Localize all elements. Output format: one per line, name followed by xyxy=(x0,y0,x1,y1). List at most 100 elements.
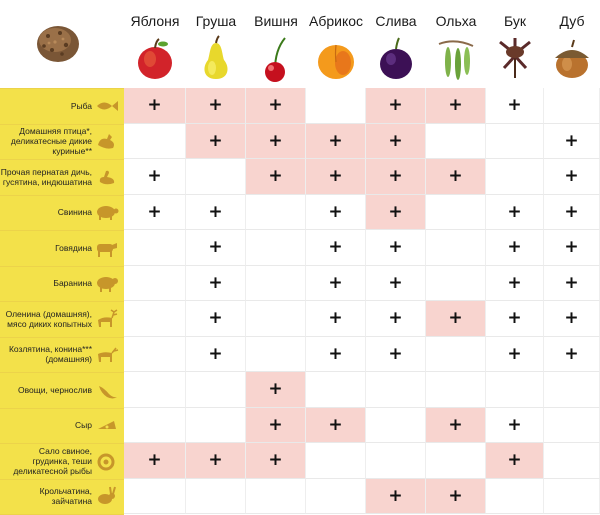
plus-mark: + xyxy=(507,343,522,364)
pairing-cell xyxy=(124,407,186,443)
pairing-cell xyxy=(306,372,366,408)
pairing-cell: + xyxy=(246,407,306,443)
column-name: Слива xyxy=(375,13,417,29)
plus-mark: + xyxy=(328,237,343,258)
plus-mark: + xyxy=(268,166,283,187)
pairing-cell: + xyxy=(186,336,246,372)
pairing-cell: + xyxy=(486,265,544,301)
plus-mark: + xyxy=(564,130,579,151)
pairing-cell: + xyxy=(544,194,600,230)
pairing-cell xyxy=(124,301,186,337)
pairing-cell: + xyxy=(544,265,600,301)
pairing-cell: + xyxy=(366,159,426,195)
pairing-cell: + xyxy=(426,301,486,337)
row-label: Свинина xyxy=(57,207,92,218)
cherry-icon xyxy=(265,37,286,82)
pairing-cell: + xyxy=(246,123,306,159)
plus-mark: + xyxy=(268,414,283,435)
pepper-icon xyxy=(99,385,117,399)
pairing-cell: + xyxy=(366,123,426,159)
pear-icon xyxy=(204,35,228,79)
row-divider xyxy=(0,443,124,444)
row-divider xyxy=(0,88,124,89)
pairing-cell xyxy=(246,194,306,230)
plus-mark: + xyxy=(268,379,283,400)
column-header: Яблоня xyxy=(124,0,186,88)
pairing-cell xyxy=(366,372,426,408)
pairing-cell xyxy=(544,372,600,408)
pairing-cell: + xyxy=(246,443,306,479)
plus-mark: + xyxy=(564,166,579,187)
pairing-cell xyxy=(246,230,306,266)
plum-icon xyxy=(380,37,412,79)
plus-mark: + xyxy=(268,95,283,116)
pairing-cell: + xyxy=(186,88,246,124)
chicken-icon xyxy=(98,134,114,149)
plus-mark: + xyxy=(208,450,223,471)
pairing-cell: + xyxy=(544,336,600,372)
plus-mark: + xyxy=(507,308,522,329)
pairing-cell: + xyxy=(246,372,306,408)
acorn-icon xyxy=(555,39,589,78)
plus-mark: + xyxy=(208,343,223,364)
plus-mark: + xyxy=(388,237,403,258)
row-divider xyxy=(0,336,124,338)
column-header: Бук xyxy=(486,0,544,88)
plus-mark: + xyxy=(448,308,463,329)
row-label: Овощи, чернослив xyxy=(17,384,92,395)
pairing-cell: + xyxy=(366,265,426,301)
plus-mark: + xyxy=(388,343,403,364)
plus-mark: + xyxy=(448,414,463,435)
plus-mark: + xyxy=(388,485,403,506)
plus-mark: + xyxy=(507,201,522,222)
pairing-cell: + xyxy=(246,159,306,195)
pairing-cell: + xyxy=(486,443,544,479)
pairing-cell: + xyxy=(124,88,186,124)
pairing-cell: + xyxy=(486,301,544,337)
pairing-cell xyxy=(306,478,366,514)
pairing-cell: + xyxy=(306,407,366,443)
pairing-cell xyxy=(426,265,486,301)
plus-mark: + xyxy=(208,272,223,293)
pairing-cell xyxy=(124,230,186,266)
row-divider xyxy=(0,230,124,231)
goose-icon xyxy=(99,170,115,185)
pairing-cell xyxy=(306,443,366,479)
pairing-cell: + xyxy=(544,301,600,337)
alder-catkins-icon xyxy=(438,40,474,80)
column-name: Груша xyxy=(195,13,237,29)
plus-mark: + xyxy=(564,272,579,293)
plus-mark: + xyxy=(208,95,223,116)
pairing-cell: + xyxy=(246,88,306,124)
pairing-cell: + xyxy=(366,301,426,337)
pairing-cell xyxy=(426,230,486,266)
pairing-cell xyxy=(124,265,186,301)
pairing-cell xyxy=(186,372,246,408)
pairing-cell: + xyxy=(306,159,366,195)
cheese-icon xyxy=(98,421,116,430)
plus-mark: + xyxy=(328,201,343,222)
plus-mark: + xyxy=(208,201,223,222)
row-divider xyxy=(0,123,124,125)
row-label: Баранина xyxy=(53,278,92,289)
pairing-cell xyxy=(186,407,246,443)
plus-mark: + xyxy=(448,166,463,187)
pairing-cell: + xyxy=(426,159,486,195)
cow-icon xyxy=(97,242,117,257)
plus-mark: + xyxy=(328,308,343,329)
plus-mark: + xyxy=(147,95,162,116)
pairing-cell xyxy=(246,301,306,337)
pairing-cell: + xyxy=(486,230,544,266)
pairing-cell: + xyxy=(124,159,186,195)
plus-mark: + xyxy=(564,201,579,222)
pairing-cell: + xyxy=(186,123,246,159)
pairing-grid: + + + + + + + + + + + + + + + + + + + + + + + + + + + + + + + + + + + + + + + +… xyxy=(124,88,600,514)
column-header: Абрикос xyxy=(306,0,366,88)
row-divider xyxy=(0,407,124,409)
row-label: Козлятина, конина*** (домашняя) xyxy=(8,344,92,365)
column-header: Груша xyxy=(186,0,246,88)
row-divider xyxy=(0,478,124,480)
column-name: Яблоня xyxy=(130,13,180,29)
plus-mark: + xyxy=(388,166,403,187)
